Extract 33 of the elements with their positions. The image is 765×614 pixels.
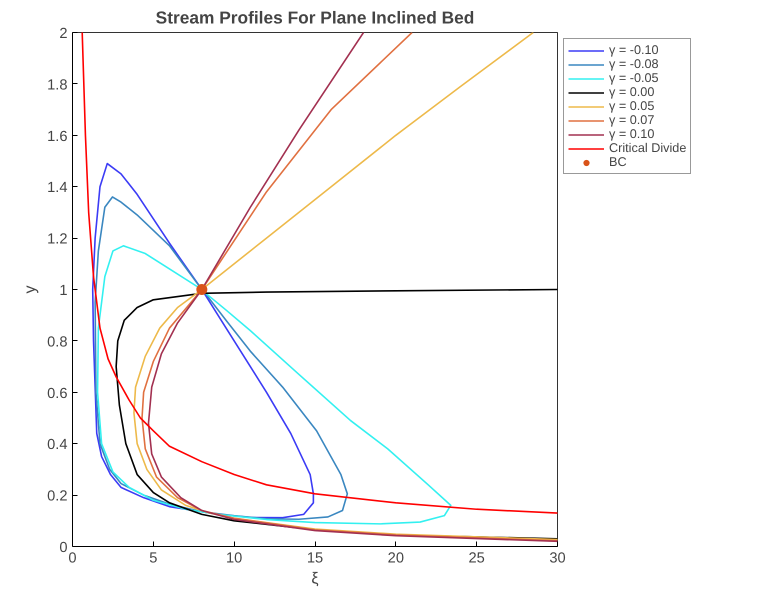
line-series bbox=[92, 162, 314, 519]
x-tick-label: 10 bbox=[226, 550, 242, 566]
y-tick-label: 1.4 bbox=[47, 180, 68, 196]
y-tick-label: 0.6 bbox=[47, 386, 68, 402]
x-tick-label: 25 bbox=[468, 550, 485, 566]
x-tick-label: 15 bbox=[306, 550, 324, 566]
line-series bbox=[94, 196, 348, 520]
y-tick-label: 0 bbox=[59, 540, 68, 556]
x-tick-label: 5 bbox=[149, 550, 158, 566]
legend-label: γ = -0.05 bbox=[609, 71, 659, 85]
y-tick-label: 0.4 bbox=[47, 437, 68, 454]
line-series bbox=[96, 245, 452, 525]
legend-label: γ = 0.10 bbox=[609, 127, 654, 141]
x-tick-label: 20 bbox=[388, 550, 404, 566]
y-tick-label: 1 bbox=[59, 283, 68, 299]
y-tick-label: 1.2 bbox=[47, 232, 68, 248]
y-tick-label: 0.2 bbox=[47, 488, 68, 505]
y-tick-label: 1.8 bbox=[47, 77, 68, 94]
legend-label: γ = 0.05 bbox=[609, 99, 654, 113]
legend-label: γ = -0.08 bbox=[609, 57, 659, 71]
x-tick-label: 30 bbox=[549, 550, 566, 566]
line-series bbox=[81, 32, 558, 514]
y-tick-label: 0.8 bbox=[47, 334, 68, 350]
legend-label: BC bbox=[609, 155, 628, 169]
y-tick-label: 1.6 bbox=[47, 128, 68, 145]
legend-label: γ = -0.10 bbox=[609, 43, 659, 57]
y-tick-label: 2 bbox=[59, 26, 68, 42]
legend-label: γ = 0.00 bbox=[609, 85, 654, 99]
x-axis-title: ξ bbox=[311, 570, 319, 588]
legend-label: Critical Divide bbox=[609, 141, 686, 155]
legend-label: γ = 0.07 bbox=[609, 113, 654, 127]
chart-title: Stream Profiles For Plane Inclined Bed bbox=[156, 8, 474, 28]
y-axis-title: y bbox=[22, 286, 40, 294]
